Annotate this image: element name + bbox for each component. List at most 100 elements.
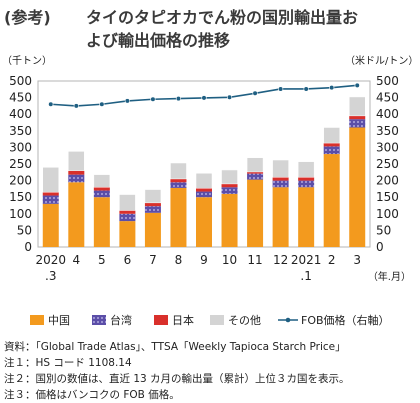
y-tick-label: 100 bbox=[9, 207, 32, 221]
bar-japan bbox=[247, 171, 264, 174]
bar-other bbox=[68, 151, 85, 171]
y2-tick-label: 250 bbox=[376, 157, 399, 171]
bar-china bbox=[170, 187, 187, 247]
bar-taiwan bbox=[68, 174, 85, 183]
note-source: 資料：「Global Trade Atlas」、TTSA「Weekly Tapi… bbox=[4, 341, 346, 353]
bar-taiwan bbox=[272, 180, 289, 188]
bar-taiwan bbox=[221, 187, 238, 194]
bar-other bbox=[42, 167, 60, 193]
fob-price-point bbox=[252, 90, 258, 96]
x-axis-unit-label: （年.月） bbox=[368, 270, 411, 283]
fob-price-point bbox=[124, 98, 130, 104]
y-tick-label: 200 bbox=[9, 174, 32, 188]
y2-tick-label: 0 bbox=[376, 240, 384, 254]
bar-other bbox=[195, 173, 213, 189]
bar-taiwan bbox=[298, 180, 315, 188]
bar-china bbox=[196, 197, 212, 247]
x-tick-label: 2021 bbox=[291, 253, 322, 267]
bar-china bbox=[247, 179, 264, 247]
fob-price-point bbox=[175, 95, 182, 102]
title-line-1: タイのタピオカでん粉の国別輸出量お bbox=[86, 8, 359, 27]
x-tick-label: .1 bbox=[300, 269, 311, 283]
y2-tick-label: 300 bbox=[376, 140, 399, 154]
x-tick-label: 7 bbox=[149, 253, 157, 267]
bar-other bbox=[144, 189, 162, 204]
bar-china bbox=[68, 182, 85, 247]
x-tick-label: .3 bbox=[45, 269, 56, 283]
bar-china bbox=[221, 193, 238, 247]
legend-label-fob: FOB価格（右軸） bbox=[301, 313, 390, 327]
bar-japan bbox=[68, 170, 85, 175]
bar-china bbox=[272, 187, 289, 247]
bar-china bbox=[42, 203, 59, 247]
x-tick-label: 5 bbox=[98, 253, 106, 267]
fob-price-point bbox=[329, 85, 335, 91]
y-tick-label: 400 bbox=[9, 107, 32, 121]
bar-japan bbox=[119, 210, 136, 214]
x-tick-label: 4 bbox=[72, 253, 80, 267]
title-line-2: よび輸出価格の推移 bbox=[86, 31, 231, 50]
fob-price-point bbox=[48, 101, 54, 107]
bar-other bbox=[272, 159, 289, 178]
bar-taiwan bbox=[323, 146, 340, 155]
y-tick-label: 250 bbox=[9, 157, 32, 171]
legend-swatch-china bbox=[30, 315, 44, 325]
bar-china bbox=[119, 221, 136, 247]
bar-china bbox=[323, 154, 340, 247]
x-tick-label: 12 bbox=[273, 253, 288, 267]
y-tick-label: 350 bbox=[9, 124, 32, 138]
y-tick-label: 50 bbox=[17, 223, 32, 237]
bar-other bbox=[348, 96, 366, 117]
x-tick-label: 9 bbox=[200, 253, 208, 267]
bar-other bbox=[93, 174, 111, 188]
bar-japan bbox=[298, 177, 315, 181]
y-tick-label: 0 bbox=[24, 240, 32, 254]
y2-tick-label: 200 bbox=[376, 174, 399, 188]
x-tick-label: 11 bbox=[247, 253, 262, 267]
chart-title: (参考) タイのタピオカでん粉の国別輸出量お よび輸出価格の推移 bbox=[0, 0, 420, 52]
bar-taiwan bbox=[170, 182, 187, 188]
x-tick-label: 3 bbox=[353, 253, 361, 267]
y-tick-label: 300 bbox=[9, 140, 32, 154]
fob-price-point bbox=[278, 86, 284, 92]
x-tick-label: 10 bbox=[222, 253, 237, 267]
bar-taiwan bbox=[119, 213, 136, 222]
bar-other bbox=[170, 162, 187, 180]
fob-price-point bbox=[303, 86, 309, 92]
legend-swatch-taiwan bbox=[92, 315, 106, 325]
bar-japan bbox=[42, 192, 59, 196]
bar-china bbox=[93, 197, 110, 247]
bar-japan bbox=[272, 177, 289, 181]
legend-marker-fob bbox=[285, 317, 291, 323]
legend-swatch-other bbox=[210, 315, 224, 325]
legend-label-taiwan: 台湾 bbox=[110, 313, 132, 327]
note-1: 注１：HS コード 1108.14 bbox=[4, 357, 132, 369]
bar-japan bbox=[144, 202, 161, 207]
bar-taiwan bbox=[196, 191, 212, 198]
x-tick-label: 2020 bbox=[35, 253, 66, 267]
bar-taiwan bbox=[93, 190, 110, 198]
bar-taiwan bbox=[42, 195, 59, 204]
legend-swatch-japan bbox=[154, 315, 168, 325]
bar-other bbox=[323, 127, 340, 144]
y-axis-label: （千トン） bbox=[2, 55, 52, 67]
bar-japan bbox=[349, 115, 366, 120]
bar-other bbox=[297, 161, 315, 178]
y2-tick-label: 50 bbox=[376, 223, 391, 237]
bar-other bbox=[221, 169, 238, 185]
note-3: 注３：価格はバンコクの FOB 価格。 bbox=[4, 389, 180, 401]
bar-china bbox=[349, 127, 366, 247]
y2-tick-label: 150 bbox=[376, 190, 399, 204]
x-tick-label: 6 bbox=[124, 253, 132, 267]
bar-china bbox=[144, 212, 161, 247]
legend-label-other: その他 bbox=[228, 314, 261, 327]
bar-taiwan bbox=[349, 119, 366, 128]
bar-japan bbox=[323, 143, 340, 147]
x-tick-label: 8 bbox=[175, 253, 183, 267]
bar-china bbox=[298, 187, 315, 247]
fob-price-point bbox=[99, 101, 105, 107]
fob-price-point bbox=[354, 82, 360, 88]
chart-notes: 資料：「Global Trade Atlas」、TTSA「Weekly Tapi… bbox=[4, 339, 418, 403]
bar-japan bbox=[93, 187, 110, 191]
legend-label-japan: 日本 bbox=[172, 313, 194, 327]
